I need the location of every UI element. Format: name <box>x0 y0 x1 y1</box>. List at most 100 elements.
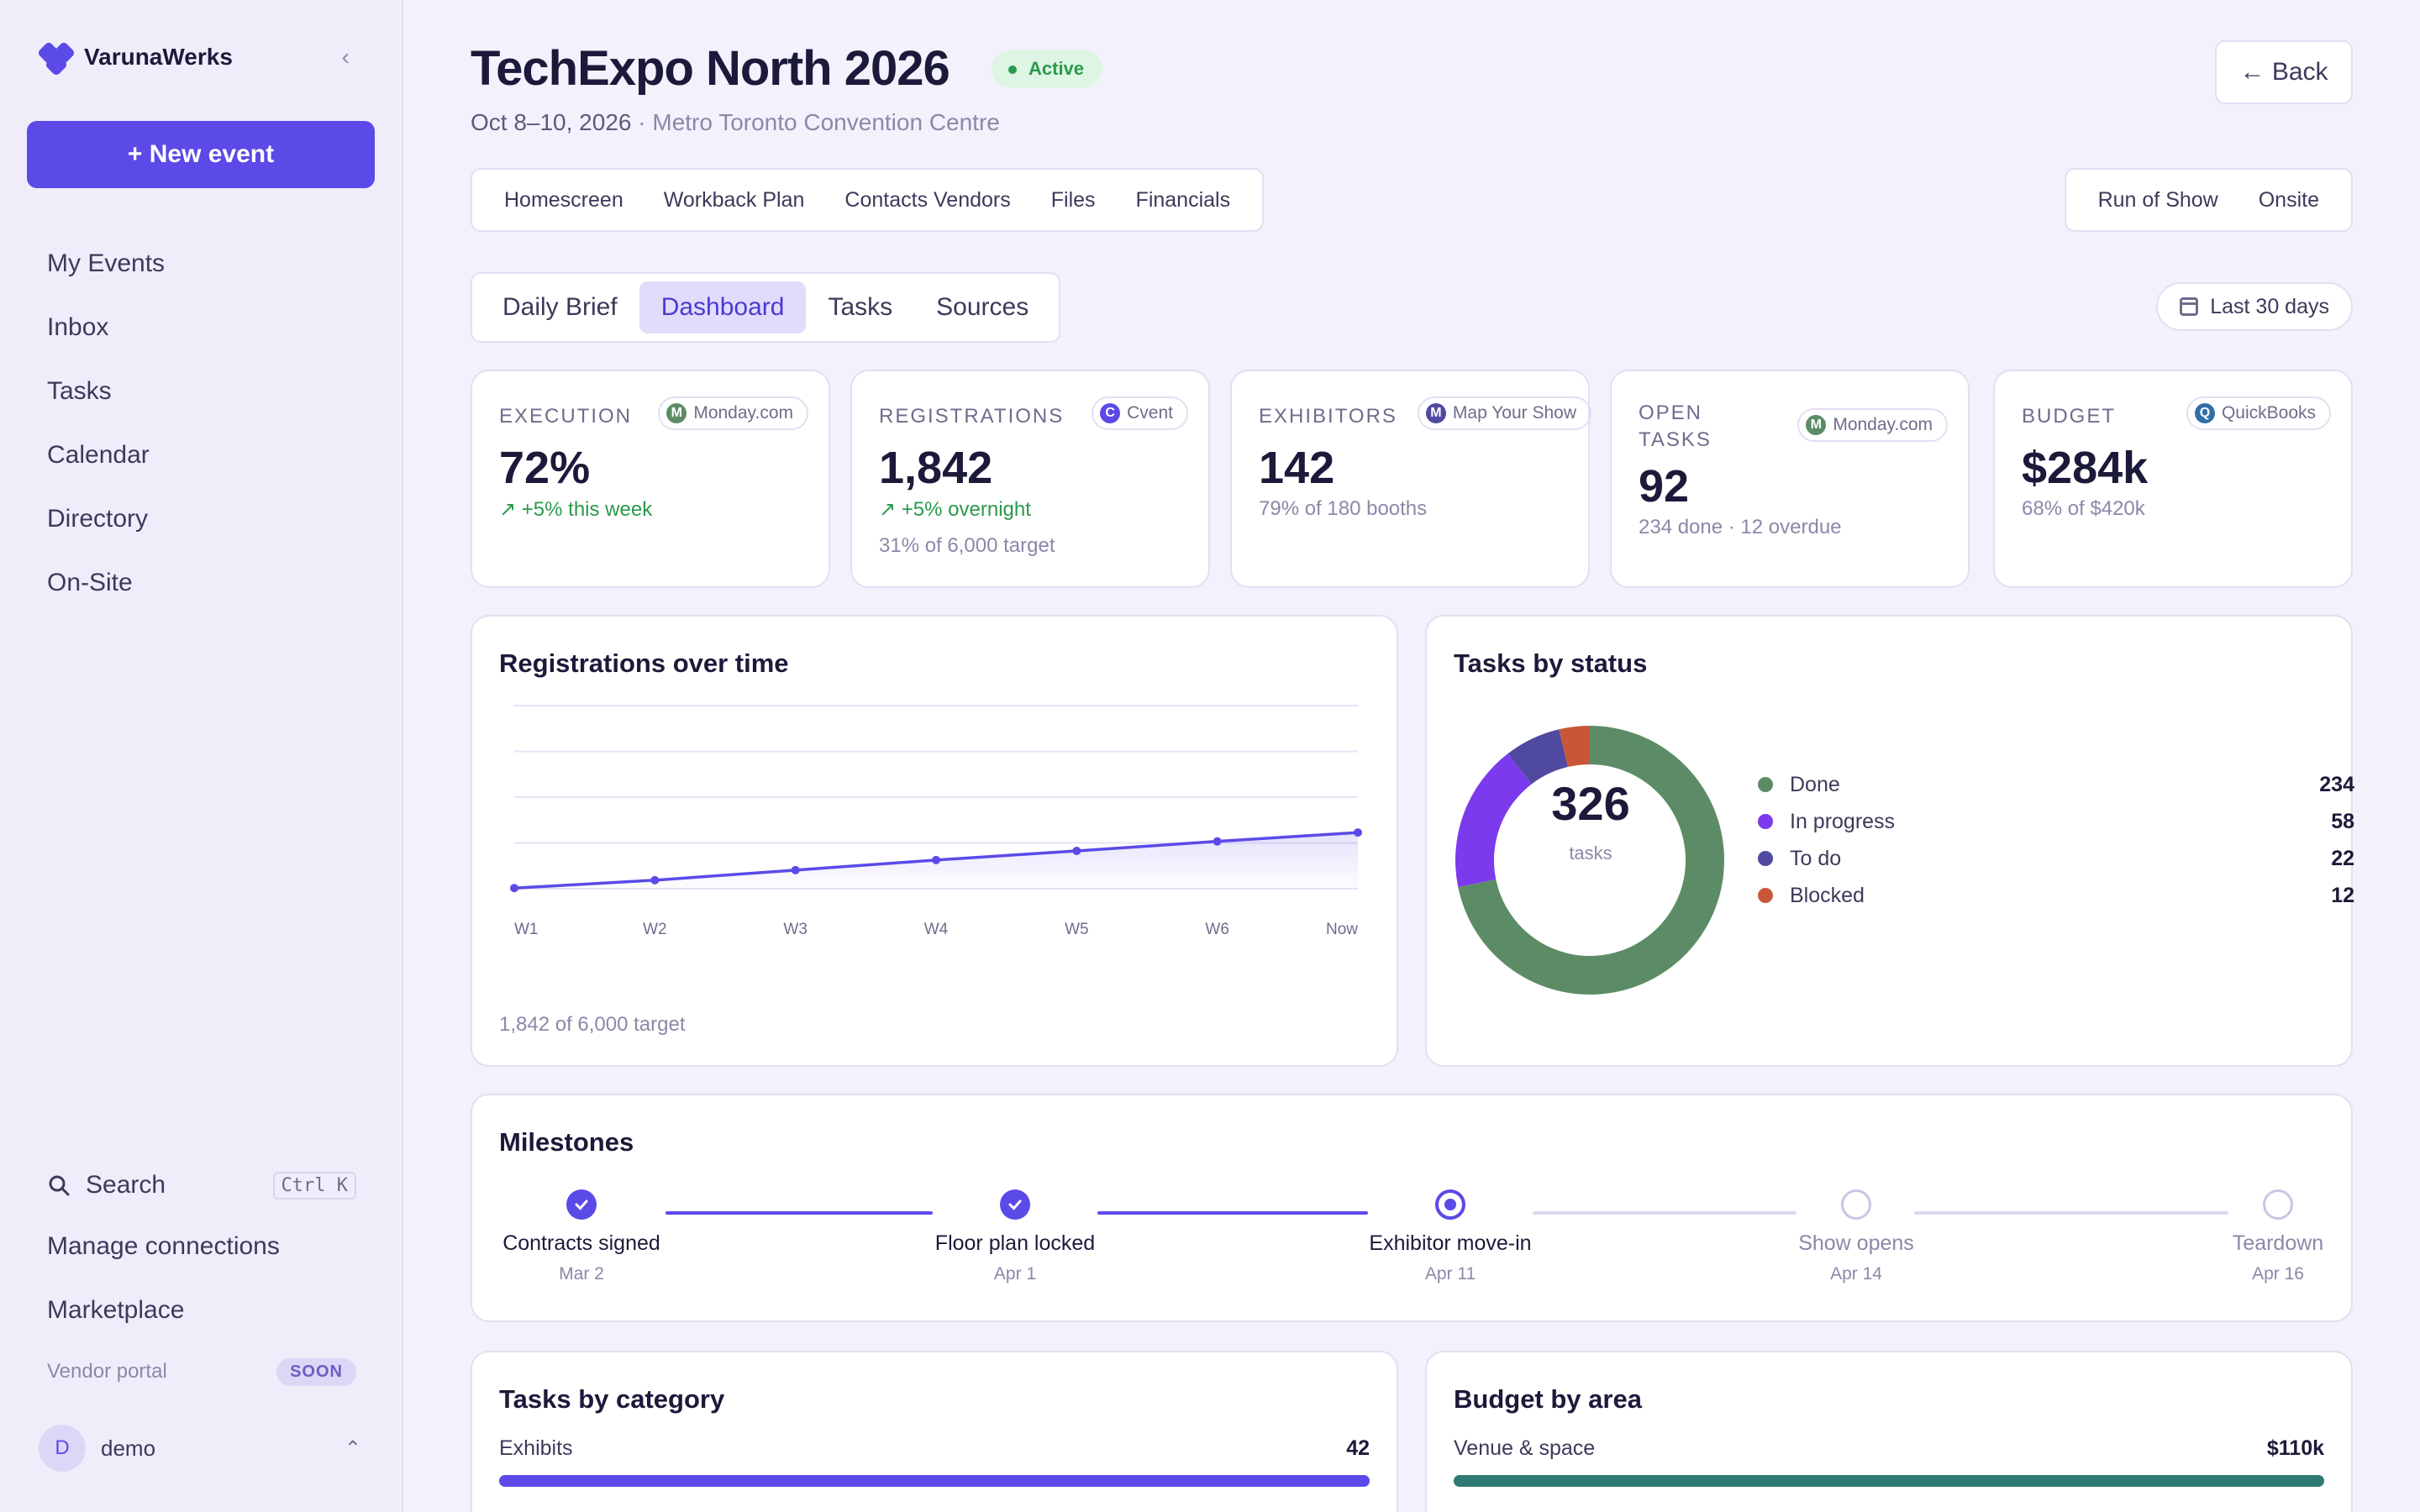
quickbooks-icon: Q <box>2194 403 2215 423</box>
milestone-show-opens[interactable]: Show opens Apr 14 <box>1797 1189 1916 1284</box>
tab-files[interactable]: Files <box>1050 187 1096 212</box>
marketplace-link[interactable]: Marketplace <box>47 1296 185 1324</box>
milestone-connector <box>666 1211 933 1215</box>
tab-contacts-vendors[interactable]: Contacts Vendors <box>844 187 1011 212</box>
search-button[interactable]: Search Ctrl K <box>47 1166 356 1205</box>
source-name: Cvent <box>1127 403 1173 423</box>
milestone-exhibitor-move-in[interactable]: Exhibitor move-in Apr 11 <box>1365 1189 1536 1284</box>
pending-step-icon <box>2263 1189 2293 1220</box>
current-step-icon <box>1435 1189 1465 1220</box>
tab-onsite[interactable]: Onsite <box>2258 187 2319 212</box>
trend-text: +5% this week <box>521 498 653 521</box>
nav-item-tasks[interactable]: Tasks <box>47 377 112 405</box>
x-tick-label: W3 <box>783 921 808 938</box>
tab-tasks[interactable]: Tasks <box>828 293 893 321</box>
category-row: Exhibits 42 <box>499 1436 1370 1461</box>
milestone-floor-plan-locked[interactable]: Floor plan locked Apr 1 <box>931 1189 1099 1284</box>
milestone-name: Teardown <box>2232 1231 2324 1255</box>
card-title: Tasks by status <box>1454 648 1648 678</box>
legend-label: Done <box>1790 772 1840 796</box>
tab-homescreen[interactable]: Homescreen <box>504 187 623 212</box>
data-point <box>791 865 800 874</box>
registrations-chart-card: Registrations over time W1 W2 W3 W4 W5 W6 Now … <box>471 615 1398 1067</box>
kpi-registrations[interactable]: REGISTRATIONS C Cvent 1,842 ↗ +5% overnig… <box>850 370 1210 588</box>
kpi-budget[interactable]: BUDGET Q QuickBooks $284k 68% of $420k <box>1993 370 2353 588</box>
milestone-date: Apr 16 <box>2252 1264 2304 1284</box>
main-content: TechExpo North 2026 Active Oct 8–10, 202… <box>471 0 2354 1512</box>
x-tick-label: Now <box>1326 921 1358 938</box>
nav-item-calendar[interactable]: Calendar <box>47 441 150 469</box>
data-point <box>510 884 518 893</box>
milestone-connector <box>1097 1211 1368 1215</box>
category-value: 42 <box>1346 1436 1370 1460</box>
kpi-label: EXECUTION <box>499 405 633 428</box>
tab-dashboard[interactable]: Dashboard <box>639 281 807 333</box>
date-range-button[interactable]: Last 30 days <box>2156 282 2353 331</box>
trend-text: +5% overnight <box>901 498 1031 521</box>
source-pill: C Cvent <box>1092 396 1188 430</box>
tab-sources[interactable]: Sources <box>936 293 1029 321</box>
budget-value: $110k <box>2266 1436 2324 1460</box>
milestone-connector <box>1533 1211 1797 1215</box>
source-pill: M Monday.com <box>1797 408 1948 442</box>
vendor-portal-item: Vendor portal SOON <box>47 1342 356 1401</box>
kpi-value: 1,842 <box>879 443 993 493</box>
tab-financials[interactable]: Financials <box>1135 187 1231 212</box>
avatar: D <box>39 1425 86 1472</box>
tab-run-of-show[interactable]: Run of Show <box>2097 187 2218 212</box>
logo-icon <box>36 39 76 77</box>
view-tabs: Daily Brief Dashboard Tasks Sources <box>471 272 1061 343</box>
nav-item-on-site[interactable]: On-Site <box>47 569 133 596</box>
kpi-open-tasks[interactable]: OPEN TASKS M Monday.com 92 234 done · 12 o… <box>1610 370 1970 588</box>
back-button[interactable]: ← Back <box>2215 40 2353 104</box>
monday-icon: M <box>1806 415 1827 435</box>
kpi-label: OPEN TASKS <box>1639 400 1712 454</box>
kpi-exhibitors[interactable]: EXHIBITORS M Map Your Show 142 79% of 180… <box>1230 370 1591 588</box>
vendor-portal-label: Vendor portal <box>47 1360 167 1383</box>
kpi-value: 142 <box>1259 443 1335 493</box>
collapse-sidebar-icon[interactable]: ‹ <box>341 44 350 70</box>
brand: VarunaWerks ‹ <box>36 39 350 77</box>
kpi-subtext: 234 done · 12 overdue <box>1639 516 1842 538</box>
manage-connections-link[interactable]: Manage connections <box>47 1232 280 1260</box>
trend-up-icon: ↗ <box>879 498 902 521</box>
kpi-execution[interactable]: EXECUTION M Monday.com 72% ↗ +5% this wee… <box>471 370 830 588</box>
tab-daily-brief[interactable]: Daily Brief <box>502 293 618 321</box>
pending-step-icon <box>1841 1189 1871 1220</box>
milestone-contracts-signed[interactable]: Contracts signed Mar 2 <box>499 1189 664 1284</box>
donut-total-label: tasks <box>1569 843 1612 864</box>
legend-item: Blocked 12 <box>1758 877 2354 914</box>
source-pill: Q QuickBooks <box>2186 396 2331 430</box>
x-tick-label: W2 <box>643 921 667 938</box>
tab-workback-plan[interactable]: Workback Plan <box>663 187 805 212</box>
date-range-label: Last 30 days <box>2210 294 2329 318</box>
event-dates: Oct 8–10, 2026 <box>471 109 632 135</box>
user-menu[interactable]: D demo ⌃ <box>39 1425 361 1472</box>
card-title: Milestones <box>499 1127 634 1157</box>
milestone-teardown[interactable]: Teardown Apr 16 <box>2228 1189 2328 1284</box>
budget-bar-track <box>1454 1475 2324 1487</box>
new-event-button[interactable]: + New event <box>27 121 375 188</box>
soon-badge: SOON <box>276 1357 356 1386</box>
chart-footer: 1,842 of 6,000 target <box>499 1013 686 1036</box>
kpi-label-line-1: OPEN <box>1639 402 1703 424</box>
data-point <box>650 875 660 885</box>
milestone-name: Exhibitor move-in <box>1369 1231 1532 1255</box>
event-venue: · Metro Toronto Convention Centre <box>638 109 1000 135</box>
source-name: Monday.com <box>1833 415 1933 434</box>
nav-item-inbox[interactable]: Inbox <box>47 313 109 341</box>
sidebar-footer: Search Ctrl K Manage connections Marketp… <box>47 1166 356 1401</box>
budget-label: Venue & space <box>1454 1436 1596 1460</box>
milestone-connector <box>1914 1211 2228 1215</box>
nav-item-my-events[interactable]: My Events <box>47 249 166 277</box>
data-point <box>1072 846 1081 855</box>
donut-total: 326 <box>1551 777 1630 830</box>
legend-item: In progress 58 <box>1758 803 2354 840</box>
x-tick-label: W4 <box>924 921 949 938</box>
milestone-date: Apr 14 <box>1830 1264 1882 1284</box>
data-point <box>1354 828 1362 837</box>
nav-item-directory[interactable]: Directory <box>47 505 149 533</box>
kpi-subtext: 79% of 180 booths <box>1259 497 1428 520</box>
legend-label: Blocked <box>1790 883 1865 907</box>
x-tick-label: W1 <box>514 921 539 938</box>
